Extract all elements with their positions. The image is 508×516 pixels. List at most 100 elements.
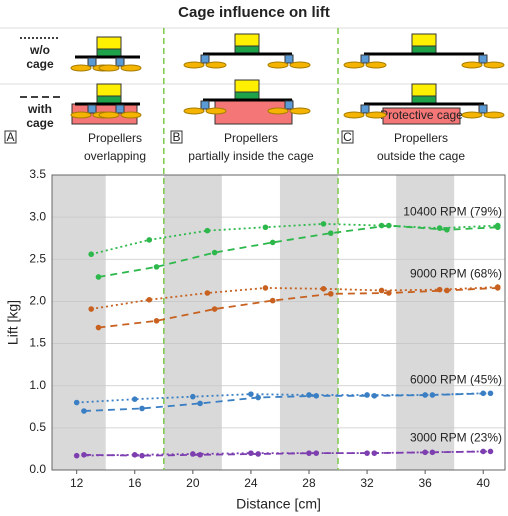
motor: [115, 104, 125, 114]
motor: [360, 54, 370, 64]
data-point: [313, 393, 320, 399]
x-axis-label: Distance [cm]: [236, 496, 321, 512]
x-tick-label: 20: [186, 476, 200, 490]
legend-label: w/o: [29, 43, 50, 57]
data-point: [494, 285, 501, 291]
data-point: [190, 451, 196, 457]
data-point: [262, 285, 269, 291]
data-point: [444, 226, 450, 233]
propeller: [98, 111, 120, 119]
battery: [234, 33, 260, 47]
y-tick-label: 2.0: [29, 294, 46, 308]
motor: [200, 54, 210, 64]
propeller: [120, 111, 142, 119]
propeller: [120, 64, 142, 72]
legend-label: cage: [26, 116, 54, 130]
y-tick-label: 0.5: [29, 420, 46, 434]
data-point: [444, 287, 450, 294]
data-point: [306, 392, 312, 398]
cage-label: Protective cage: [380, 108, 463, 122]
data-point: [429, 449, 436, 456]
data-point: [386, 290, 392, 296]
series-line: [91, 286, 498, 310]
data-point: [197, 452, 203, 458]
data-point: [153, 318, 160, 324]
panel-caption: Propellers: [88, 131, 142, 145]
propeller: [267, 61, 289, 69]
letter-box: [4, 130, 17, 144]
motor: [87, 104, 97, 114]
motor: [360, 104, 370, 114]
data-point: [248, 450, 254, 456]
series-label: 3000 RPM (23%): [410, 431, 502, 445]
data-point: [269, 297, 276, 304]
x-tick-label: 32: [360, 476, 374, 490]
shaded-band: [52, 175, 106, 470]
data-point: [248, 391, 254, 397]
data-point: [255, 394, 261, 401]
data-point: [487, 390, 494, 397]
propeller: [289, 107, 311, 115]
y-tick-label: 2.5: [29, 251, 46, 265]
panel-letter: B: [172, 130, 180, 144]
series-line: [83, 450, 491, 457]
data-point: [494, 224, 501, 231]
data-point: [139, 405, 145, 412]
x-tick-label: 40: [477, 476, 491, 490]
propeller: [183, 107, 205, 115]
y-tick-label: 1.5: [29, 336, 46, 350]
battery: [411, 83, 437, 97]
data-point: [306, 450, 312, 456]
data-point: [81, 408, 87, 414]
data-point: [327, 291, 334, 297]
data-point: [204, 227, 211, 234]
data-point: [269, 239, 276, 246]
panel-caption: Propellers: [224, 131, 278, 145]
panel-caption: outside the cage: [377, 149, 465, 163]
data-point: [378, 287, 385, 294]
x-tick-label: 12: [70, 476, 84, 490]
data-point: [73, 399, 80, 406]
data-point: [73, 452, 80, 459]
propeller: [483, 111, 505, 119]
chart-title: Cage influence on lift: [178, 4, 330, 21]
propeller: [343, 111, 365, 119]
panel-caption: Propellers: [394, 131, 448, 145]
data-point: [139, 452, 145, 459]
data-point: [211, 306, 218, 312]
data-point: [371, 393, 378, 399]
data-point: [386, 222, 392, 229]
data-point: [211, 249, 218, 256]
propeller: [205, 61, 227, 69]
y-tick-label: 0.0: [29, 462, 46, 476]
propeller: [365, 61, 387, 69]
battery: [411, 33, 437, 47]
data-point: [320, 221, 327, 227]
data-point: [131, 396, 138, 403]
data-point: [255, 451, 261, 457]
propeller: [70, 111, 92, 119]
y-tick-label: 1.0: [29, 378, 46, 392]
motor: [284, 54, 294, 64]
legend-label: with: [27, 102, 52, 116]
panel-letter: C: [343, 130, 352, 144]
battery: [234, 79, 260, 93]
battery: [96, 36, 122, 50]
motor: [478, 104, 488, 114]
data-point: [204, 290, 211, 296]
data-point: [371, 450, 378, 456]
series-line: [98, 224, 498, 278]
x-tick-label: 36: [418, 476, 432, 490]
legend-label: cage: [26, 57, 54, 71]
data-point: [320, 285, 327, 292]
series-label: 6000 RPM (45%): [410, 372, 502, 386]
motor: [284, 100, 294, 110]
series-line: [98, 287, 498, 329]
y-axis-label: Lift [kg]: [5, 300, 21, 345]
data-point: [487, 448, 494, 455]
letter-box: [170, 130, 183, 144]
data-point: [153, 264, 160, 270]
propeller: [461, 61, 483, 69]
series-label: 10400 RPM (79%): [403, 205, 502, 219]
